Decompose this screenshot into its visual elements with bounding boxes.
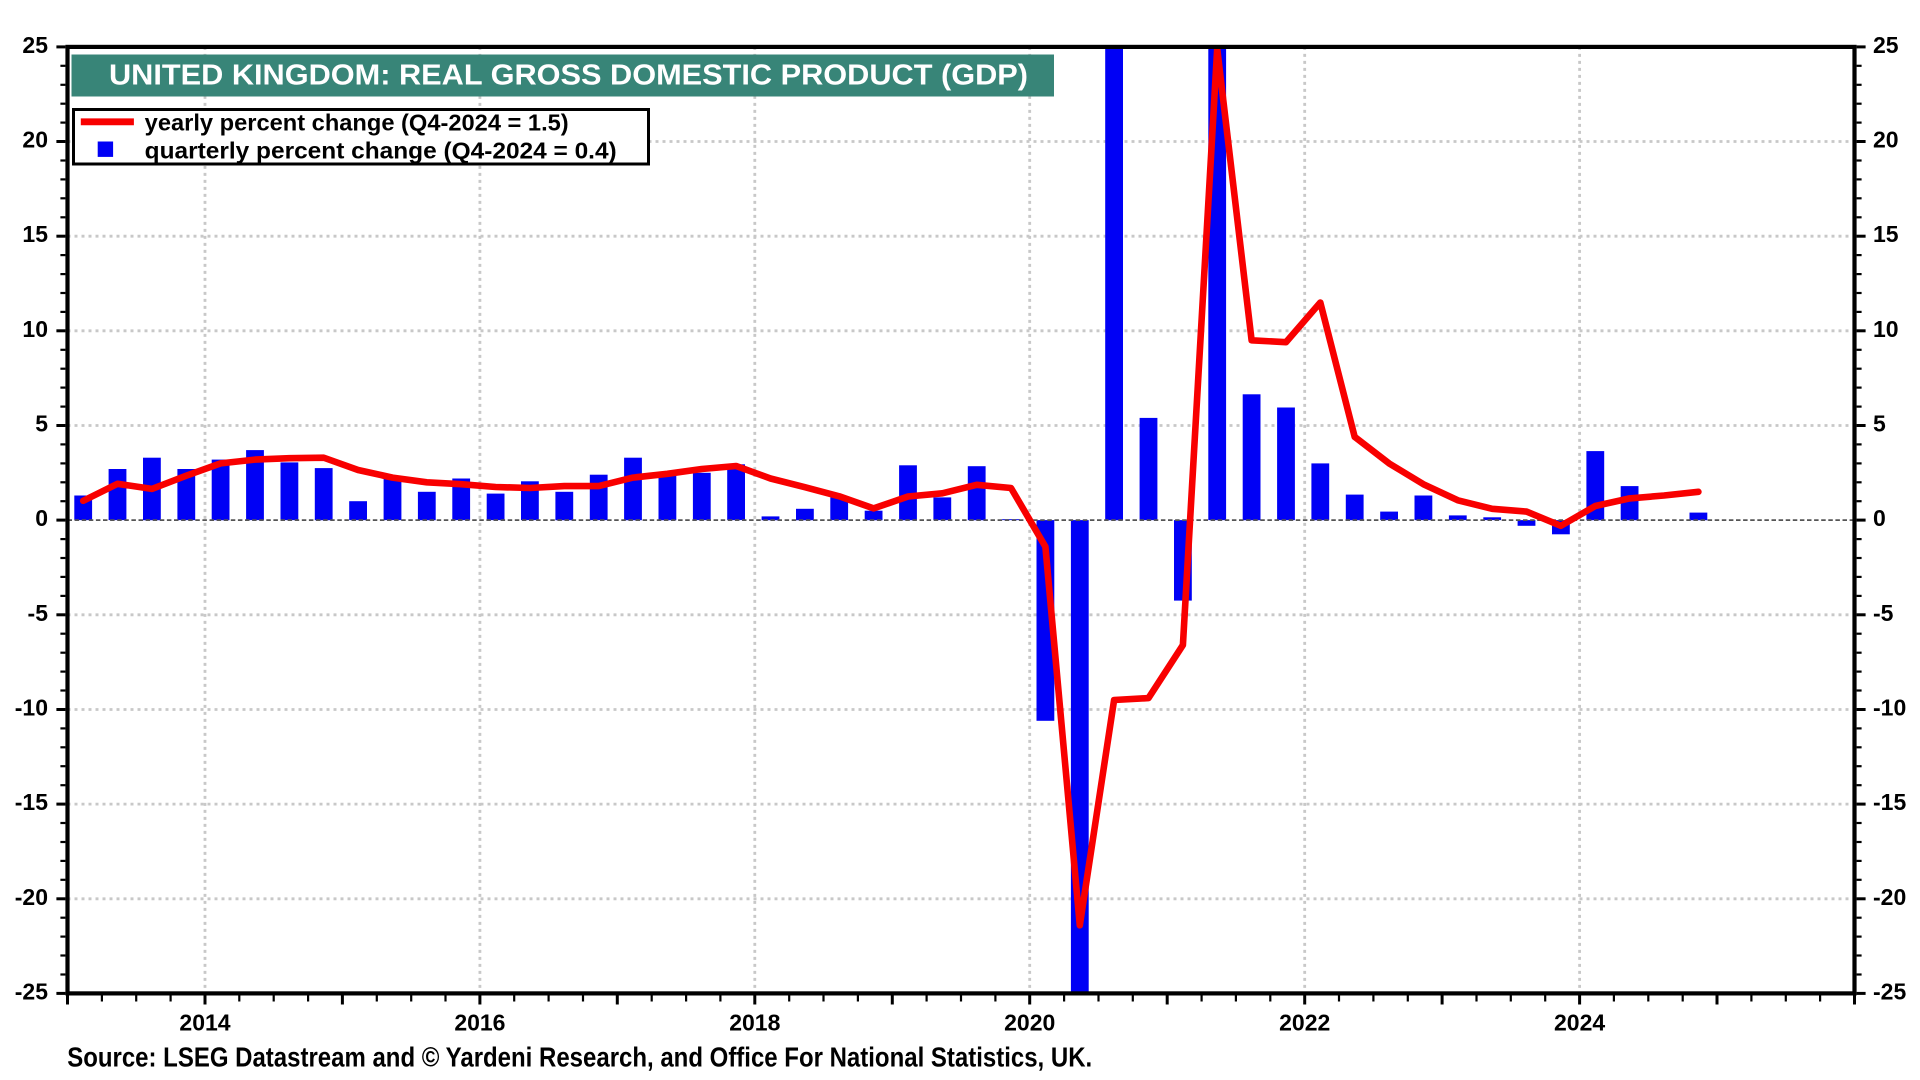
svg-text:0: 0 bbox=[35, 505, 48, 531]
svg-text:quarterly percent change (Q4-2: quarterly percent change (Q4-2024 = 0.4) bbox=[145, 137, 617, 163]
svg-text:-25: -25 bbox=[15, 978, 48, 1004]
svg-text:yearly percent change (Q4-2024: yearly percent change (Q4-2024 = 1.5) bbox=[145, 110, 569, 136]
svg-text:2024: 2024 bbox=[1554, 1010, 1605, 1036]
svg-text:5: 5 bbox=[35, 411, 48, 437]
svg-text:25: 25 bbox=[22, 32, 48, 58]
svg-text:2022: 2022 bbox=[1279, 1010, 1330, 1036]
svg-text:-5: -5 bbox=[28, 600, 49, 626]
svg-text:0: 0 bbox=[1873, 505, 1886, 531]
svg-text:5: 5 bbox=[1873, 411, 1886, 437]
svg-text:UNITED KINGDOM: REAL GROSS DOM: UNITED KINGDOM: REAL GROSS DOMESTIC PROD… bbox=[109, 60, 1028, 92]
svg-text:20: 20 bbox=[22, 127, 48, 153]
svg-text:25: 25 bbox=[1873, 32, 1899, 58]
svg-text:20: 20 bbox=[1873, 127, 1899, 153]
svg-text:2018: 2018 bbox=[729, 1010, 780, 1036]
svg-text:-10: -10 bbox=[1873, 695, 1906, 721]
svg-text:-10: -10 bbox=[15, 695, 48, 721]
svg-text:2014: 2014 bbox=[179, 1010, 230, 1036]
svg-text:10: 10 bbox=[22, 316, 48, 342]
svg-text:2020: 2020 bbox=[1004, 1010, 1055, 1036]
svg-text:10: 10 bbox=[1873, 316, 1899, 342]
svg-text:-20: -20 bbox=[15, 884, 48, 910]
svg-text:-15: -15 bbox=[1873, 789, 1906, 815]
svg-text:15: 15 bbox=[22, 221, 48, 247]
svg-text:-20: -20 bbox=[1873, 884, 1906, 910]
svg-text:-5: -5 bbox=[1873, 600, 1894, 626]
svg-text:Source: LSEG Datastream and ©: Source: LSEG Datastream and © Yardeni Re… bbox=[67, 1041, 1092, 1072]
svg-text:-15: -15 bbox=[15, 789, 48, 815]
svg-text:15: 15 bbox=[1873, 221, 1899, 247]
svg-text:-25: -25 bbox=[1873, 978, 1906, 1004]
svg-text:2016: 2016 bbox=[454, 1010, 505, 1036]
